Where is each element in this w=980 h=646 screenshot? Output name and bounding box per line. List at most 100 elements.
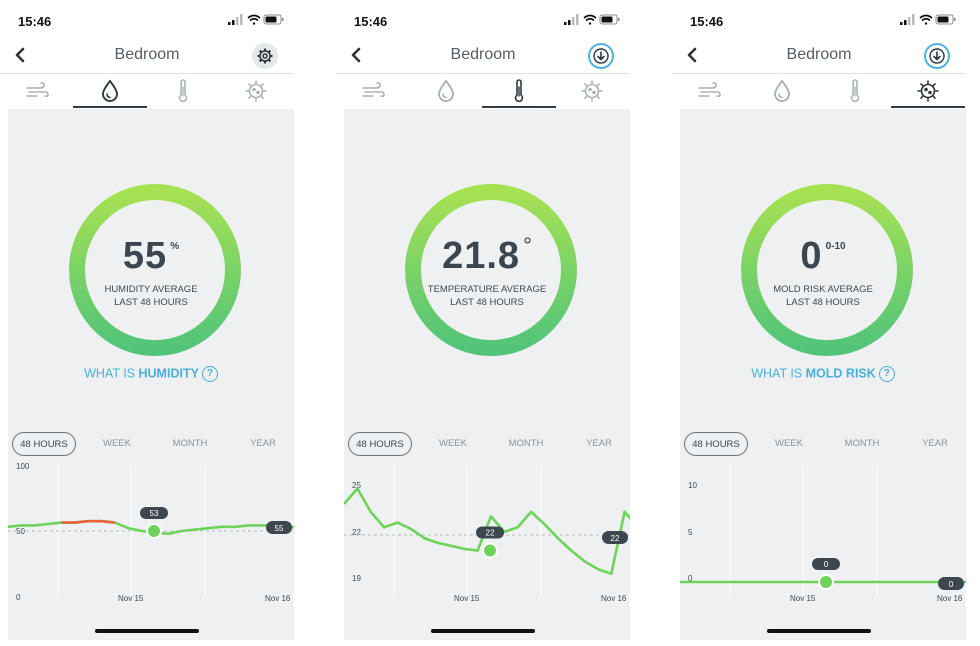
history-chart: 25 22 19 Nov 15 Nov 16 22 22 <box>344 465 630 603</box>
tab-thermometer[interactable] <box>146 74 220 108</box>
mold-virus-icon <box>245 80 267 102</box>
back-chevron-icon[interactable] <box>10 44 30 66</box>
what-is-term: MOLD RISK <box>805 366 876 381</box>
period-selector: 48 HOURS WEEK MONTH YEAR <box>8 432 294 456</box>
what-is-link[interactable]: WHAT IS MOLD RISK? <box>680 366 966 382</box>
status-time: 15:46 <box>690 14 724 29</box>
period-month[interactable]: MONTH <box>508 438 544 449</box>
tab-humidity-drop[interactable] <box>409 74 483 108</box>
humidity-drop-icon <box>774 79 790 102</box>
period-week[interactable]: WEEK <box>775 438 803 449</box>
header-action-button[interactable] <box>924 43 950 69</box>
home-indicator <box>431 629 535 633</box>
series-highlight <box>61 519 116 524</box>
metric-unit: % <box>170 241 180 252</box>
humidity-drop-icon <box>102 79 118 102</box>
what-is-prefix: WHAT IS <box>84 366 136 381</box>
tab-thermometer[interactable] <box>818 74 892 108</box>
what-is-prefix: WHAT IS <box>751 366 803 381</box>
status-bar: 15:46 <box>336 0 630 40</box>
wind-icon <box>698 81 721 98</box>
phone-screen-2: 15:46 <box>336 0 630 646</box>
metric-unit: 0-10 <box>825 241 846 252</box>
nav-bar: Bedroom <box>0 40 294 74</box>
period-year[interactable]: YEAR <box>250 438 276 449</box>
marker-label-bg <box>812 558 840 570</box>
y-tick-label: 0 <box>688 574 693 583</box>
mold-virus-icon <box>917 80 939 102</box>
period-48-hours[interactable]: 48 HOURS <box>348 432 412 456</box>
back-chevron-icon[interactable] <box>682 44 702 66</box>
home-indicator <box>767 629 871 633</box>
status-icons <box>228 14 284 25</box>
end-label-bg <box>266 521 292 534</box>
wifi-icon <box>247 14 261 25</box>
metric-value-wrap: 55% <box>8 235 294 278</box>
signal-icon <box>564 14 579 25</box>
ring-arc <box>741 184 913 356</box>
what-is-link[interactable]: WHAT IS HUMIDITY? <box>8 366 294 382</box>
phone-screen-1: 15:46 <box>0 0 294 646</box>
wind-icon <box>26 81 49 98</box>
tab-thermometer[interactable] <box>482 74 556 108</box>
marker-label: 0 <box>824 560 829 569</box>
metric-tabs <box>336 74 630 108</box>
thermometer-icon <box>514 79 524 103</box>
metric-caption-line2: LAST 48 HOURS <box>450 297 524 308</box>
wifi-icon <box>583 14 597 25</box>
tab-humidity-drop[interactable] <box>73 74 147 108</box>
period-week[interactable]: WEEK <box>439 438 467 449</box>
period-48-hours[interactable]: 48 HOURS <box>12 432 76 456</box>
header-action-button[interactable] <box>252 43 278 69</box>
end-label-bg <box>602 531 628 544</box>
page-title: Bedroom <box>450 46 516 63</box>
status-icons <box>564 14 620 25</box>
metric-caption-line1: HUMIDITY AVERAGE <box>104 284 198 295</box>
tab-wind[interactable] <box>336 74 410 108</box>
mold-virus-icon <box>581 80 603 102</box>
metric-tabs <box>0 74 294 108</box>
back-chevron-icon[interactable] <box>346 44 366 66</box>
y-tick-label: 22 <box>352 528 361 537</box>
humidity-drop-icon <box>438 79 454 102</box>
tab-mold-virus[interactable] <box>219 74 293 108</box>
end-label: 55 <box>275 524 284 533</box>
header-action-button[interactable] <box>588 43 614 69</box>
what-is-term: HUMIDITY <box>138 366 199 381</box>
end-label-bg <box>938 577 964 590</box>
page-title: Bedroom <box>114 46 180 63</box>
y-tick-label: 10 <box>688 481 697 490</box>
x-tick-label: Nov 16 <box>601 594 627 603</box>
metric-value: 55 <box>122 235 168 277</box>
ring-arc <box>69 184 241 356</box>
tab-mold-virus[interactable] <box>891 74 965 108</box>
help-icon: ? <box>878 366 895 382</box>
home-indicator <box>95 629 199 633</box>
tab-wind[interactable] <box>0 74 74 108</box>
marker-label: 53 <box>150 509 159 518</box>
period-48-hours[interactable]: 48 HOURS <box>684 432 748 456</box>
content-area: 0 0-10 MOLD RISK AVERAGE LAST 48 HOURS WH… <box>680 109 966 640</box>
x-tick-label: Nov 15 <box>454 594 480 603</box>
marker-label: 22 <box>486 529 495 538</box>
status-bar: 15:46 <box>0 0 294 40</box>
metric-caption-line1: MOLD RISK AVERAGE <box>773 284 873 295</box>
marker-label-bg <box>476 526 504 539</box>
period-year[interactable]: YEAR <box>586 438 612 449</box>
help-icon: ? <box>201 366 218 382</box>
period-year[interactable]: YEAR <box>922 438 948 449</box>
period-month[interactable]: MONTH <box>844 438 880 449</box>
tab-mold-virus[interactable] <box>555 74 629 108</box>
wind-icon <box>362 81 385 98</box>
status-time: 15:46 <box>354 14 388 29</box>
nav-bar: Bedroom <box>336 40 630 74</box>
y-tick-label: 25 <box>352 481 361 490</box>
metric-caption-line2: LAST 48 HOURS <box>786 297 860 308</box>
status-bar: 15:46 <box>672 0 966 40</box>
period-month[interactable]: MONTH <box>172 438 208 449</box>
tab-wind[interactable] <box>672 74 746 108</box>
tab-humidity-drop[interactable] <box>745 74 819 108</box>
period-week[interactable]: WEEK <box>103 438 131 449</box>
metric-unit: ° <box>523 233 532 258</box>
